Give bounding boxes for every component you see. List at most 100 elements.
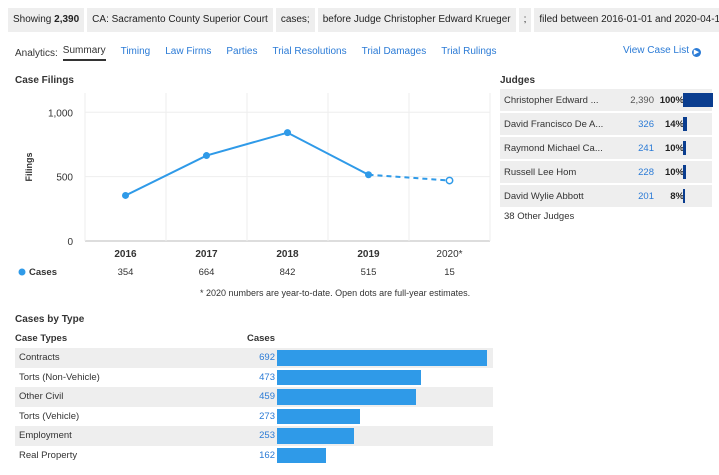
judges-title: Judges bbox=[500, 75, 536, 86]
judge-pct: 10% bbox=[664, 142, 684, 154]
type-row[interactable]: Torts (Vehicle) 273 bbox=[15, 407, 493, 427]
case-type-name: Employment bbox=[19, 430, 72, 442]
case-filings-title: Case Filings bbox=[15, 75, 74, 86]
y-tick-label: 1,000 bbox=[48, 108, 73, 119]
case-type-name: Other Civil bbox=[19, 391, 64, 403]
court-filter: CA: Sacramento County Superior Court bbox=[92, 14, 268, 25]
judge-pct: 8% bbox=[670, 190, 684, 202]
cases-by-type-table: Contracts 692 Torts (Non-Vehicle) 473 Ot… bbox=[15, 348, 493, 465]
judge-row[interactable]: David Wylie Abbott 201 8% bbox=[500, 185, 712, 207]
date-filter: filed between 2016-01-01 and 2020-04-16 bbox=[539, 14, 719, 25]
judge-count: 2,390 bbox=[630, 94, 654, 106]
judge-row[interactable]: Christopher Edward ... 2,390 100% bbox=[500, 89, 713, 111]
case-type-name: Real Property bbox=[19, 449, 78, 461]
judge-name: David Francisco De A... bbox=[504, 118, 604, 130]
case-type-count[interactable]: 273 bbox=[259, 410, 275, 422]
judge-count-link[interactable]: 228 bbox=[638, 166, 654, 178]
type-row[interactable]: Other Civil 459 bbox=[15, 387, 493, 407]
y-tick-label: 0 bbox=[67, 237, 73, 248]
y-tick-label: 500 bbox=[56, 173, 73, 184]
case-type-bar bbox=[277, 369, 421, 385]
case-type-count[interactable]: 162 bbox=[259, 449, 275, 461]
judge-count-link[interactable]: 241 bbox=[638, 142, 654, 154]
tab-trial-rulings[interactable]: Trial Rulings bbox=[441, 46, 497, 57]
type-row[interactable]: Torts (Non-Vehicle) 473 bbox=[15, 368, 493, 388]
case-type-bar bbox=[277, 350, 487, 366]
judge-filter-chip[interactable]: before Judge Christopher Edward Krueger bbox=[317, 8, 516, 32]
tab-trial-resolutions[interactable]: Trial Resolutions bbox=[272, 46, 347, 57]
case-type-bar bbox=[277, 447, 327, 463]
cases-word: cases; bbox=[280, 14, 310, 25]
judge-bar bbox=[683, 165, 686, 179]
analytics-tabs: Analytics: Summary Timing Law Firms Part… bbox=[15, 44, 705, 62]
case-type-name: Torts (Vehicle) bbox=[19, 410, 80, 422]
case-type-count[interactable]: 692 bbox=[259, 352, 275, 364]
judge-count-link[interactable]: 201 bbox=[638, 190, 654, 202]
judge-filter: before Judge Christopher Edward Krueger bbox=[322, 14, 511, 25]
series-line-estimate bbox=[368, 173, 450, 182]
tab-law-firms[interactable]: Law Firms bbox=[165, 46, 212, 57]
view-case-list-link[interactable]: View Case List ▶ bbox=[623, 45, 701, 57]
legend-label-cases: Cases bbox=[29, 267, 57, 278]
judge-bar bbox=[683, 117, 688, 131]
judge-pct: 10% bbox=[664, 166, 684, 178]
case-filings-chart: 0 500 1,000 Filings 2016 354 2017 664 2018 842 201… bbox=[18, 93, 491, 278]
judge-row[interactable]: Raymond Michael Ca... 241 10% bbox=[500, 137, 712, 159]
data-value-label: 664 bbox=[199, 267, 215, 278]
series-line-cases bbox=[125, 131, 369, 197]
case-type-name: Torts (Non-Vehicle) bbox=[19, 371, 100, 383]
data-value-label: 354 bbox=[118, 267, 134, 278]
showing-count: 2,390 bbox=[54, 14, 80, 25]
case-type-count[interactable]: 459 bbox=[259, 391, 275, 403]
case-type-name: Contracts bbox=[19, 352, 60, 364]
data-point bbox=[284, 129, 291, 137]
judge-bar bbox=[683, 189, 686, 203]
tab-trial-damages[interactable]: Trial Damages bbox=[361, 46, 427, 57]
col-case-types: Case Types bbox=[15, 333, 68, 344]
tab-parties[interactable]: Parties bbox=[226, 46, 258, 57]
legend-marker-cases bbox=[18, 268, 26, 276]
cases-by-type-title: Cases by Type bbox=[15, 314, 85, 325]
showing-count-chip: Showing 2,390 bbox=[8, 8, 85, 32]
judge-name: Raymond Michael Ca... bbox=[504, 142, 603, 154]
col-cases: Cases bbox=[247, 333, 275, 344]
x-tick-label: 2017 bbox=[195, 249, 218, 260]
judge-bar bbox=[683, 93, 713, 107]
judge-name: Christopher Edward ... bbox=[504, 94, 599, 106]
cases-word-chip: cases; bbox=[275, 8, 315, 32]
type-row[interactable]: Employment 253 bbox=[15, 426, 493, 446]
judge-row[interactable]: David Francisco De A... 326 14% bbox=[500, 113, 712, 135]
type-row[interactable]: Contracts 692 bbox=[15, 348, 493, 368]
case-type-bar bbox=[277, 428, 354, 444]
judges-list: Christopher Edward ... 2,390 100% David … bbox=[500, 89, 713, 222]
judge-bar bbox=[683, 141, 686, 155]
y-axis-label: Filings bbox=[24, 153, 34, 182]
separator: ; bbox=[523, 14, 527, 25]
case-type-count[interactable]: 253 bbox=[259, 430, 275, 442]
cases-by-type-header: Case Types Cases bbox=[15, 333, 275, 344]
x-tick-label: 2018 bbox=[276, 249, 299, 260]
court-filter-chip[interactable]: CA: Sacramento County Superior Court bbox=[87, 8, 273, 32]
data-point bbox=[365, 171, 372, 179]
data-value-label: 842 bbox=[280, 267, 296, 278]
judge-row[interactable]: Russell Lee Hom 228 10% bbox=[500, 161, 712, 183]
separator-chip: ; bbox=[518, 8, 532, 32]
data-value-label: 15 bbox=[444, 267, 455, 278]
date-filter-chip[interactable]: filed between 2016-01-01 and 2020-04-16 bbox=[534, 8, 719, 32]
view-case-list-label: View Case List bbox=[623, 45, 689, 56]
data-value-label: 515 bbox=[361, 267, 377, 278]
tab-summary[interactable]: Summary bbox=[62, 45, 106, 61]
arrow-right-circle-icon: ▶ bbox=[692, 48, 701, 57]
tab-timing[interactable]: Timing bbox=[120, 46, 151, 57]
judge-name: David Wylie Abbott bbox=[504, 190, 584, 202]
x-tick-label: 2016 bbox=[114, 249, 137, 260]
case-type-count[interactable]: 473 bbox=[259, 371, 275, 383]
judge-count-link[interactable]: 326 bbox=[638, 118, 654, 130]
case-type-bar bbox=[277, 389, 417, 405]
data-point bbox=[122, 191, 129, 199]
type-row[interactable]: Real Property 162 bbox=[15, 446, 493, 466]
showing-label: Showing bbox=[13, 14, 52, 25]
analytics-label: Analytics: bbox=[15, 47, 58, 59]
judge-pct: 14% bbox=[664, 118, 684, 130]
filings-footnote: * 2020 numbers are year-to-date. Open do… bbox=[200, 288, 471, 298]
